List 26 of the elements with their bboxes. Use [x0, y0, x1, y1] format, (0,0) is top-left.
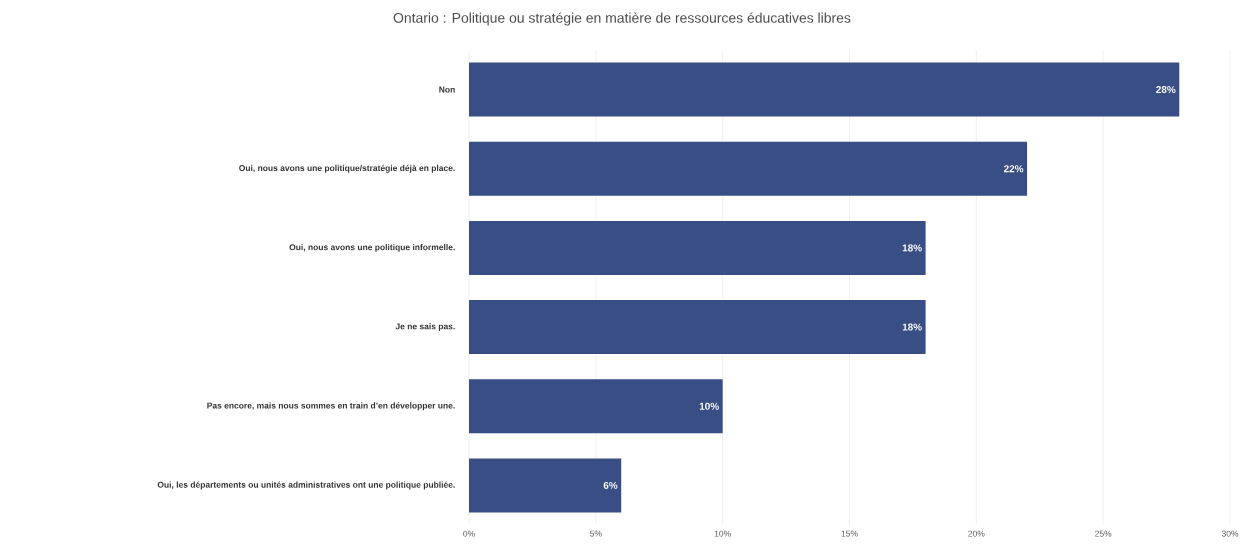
bar [469, 62, 1180, 117]
x-tick-label: 0% [463, 530, 475, 537]
bar [469, 141, 1028, 196]
data-label: 6% [603, 481, 618, 489]
bar [469, 379, 723, 434]
y-tick-label: Je ne sais pas. [395, 323, 455, 332]
x-tick-label: 30% [1221, 530, 1239, 537]
y-tick-label: Oui, nous avons une politique/stratégie déjà en place. [239, 164, 455, 173]
x-tick-label: 5% [590, 530, 602, 537]
data-label: 18% [902, 244, 922, 252]
bar [469, 458, 622, 513]
data-label: 22% [1003, 165, 1024, 173]
chart-title: Ontario : Politique ou stratégie en matière de ressources éducatives libres [393, 12, 851, 26]
x-tick-label: 15% [841, 530, 858, 537]
data-label: 18% [902, 323, 922, 331]
x-tick-label: 20% [968, 530, 985, 537]
bar [469, 300, 926, 355]
y-tick-label: Pas encore, mais nous sommes en train d’en développer une. [207, 402, 455, 411]
bar [469, 220, 926, 275]
y-tick-label: Oui, nous avons une politique informelle. [289, 243, 455, 252]
y-tick-label: Non [439, 86, 455, 93]
data-label: 28% [1156, 86, 1176, 94]
x-tick-label: 25% [1095, 530, 1112, 537]
x-tick-label: 10% [714, 530, 731, 537]
y-tick-label: Oui, les départements ou unités administratives ont une politique publiée. [157, 481, 455, 490]
data-label: 10% [699, 402, 719, 410]
